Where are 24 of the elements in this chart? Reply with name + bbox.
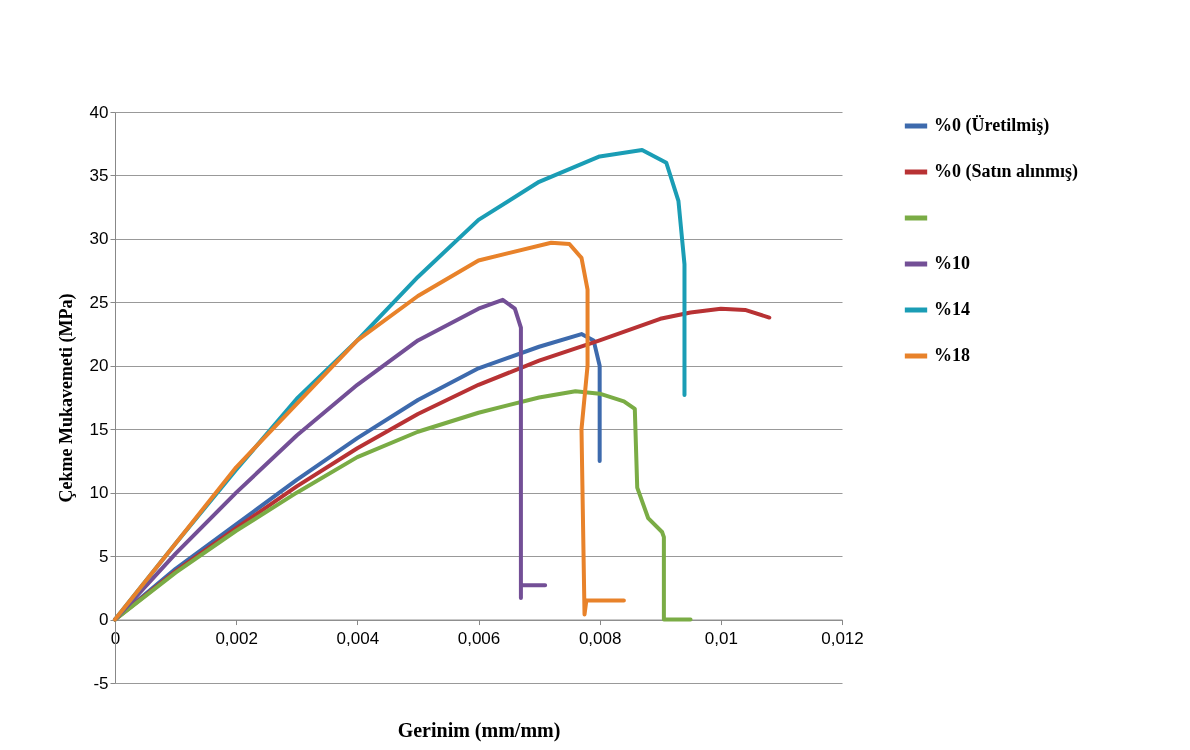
x-tick-label: 0,002	[215, 629, 258, 649]
legend-label: %0 (Üretilmiş)	[934, 115, 1050, 136]
x-tick-label: 0,012	[821, 629, 864, 649]
y-tick-label: -5	[93, 673, 109, 693]
y-tick-label: 0	[99, 610, 109, 630]
legend-label: %0 (Satın alınmış)	[934, 161, 1079, 182]
legend-label: %14	[934, 299, 970, 319]
x-tick-label: 0,01	[704, 629, 738, 649]
y-tick-label: 10	[89, 483, 109, 503]
y-tick-label: 5	[99, 546, 109, 566]
x-tick-label: 0,004	[336, 629, 380, 649]
x-tick-label: 0,006	[457, 629, 501, 649]
y-tick-label: 20	[89, 356, 109, 376]
line-series	[113, 240, 626, 622]
y-tick-label: 25	[89, 292, 109, 312]
y-tick-label: 35	[89, 165, 109, 185]
y-tick-label: 40	[89, 102, 109, 122]
y-tick-label: 30	[89, 229, 109, 249]
legend-label: %18	[934, 345, 970, 365]
y-axis-title: Çekme Mukavemeti (MPa)	[55, 293, 77, 503]
legend-label: %10	[934, 253, 970, 273]
x-axis-title: Gerinim (mm/mm)	[397, 718, 561, 742]
y-tick-label: 15	[89, 419, 109, 439]
x-tick-label: 0,008	[578, 629, 622, 649]
